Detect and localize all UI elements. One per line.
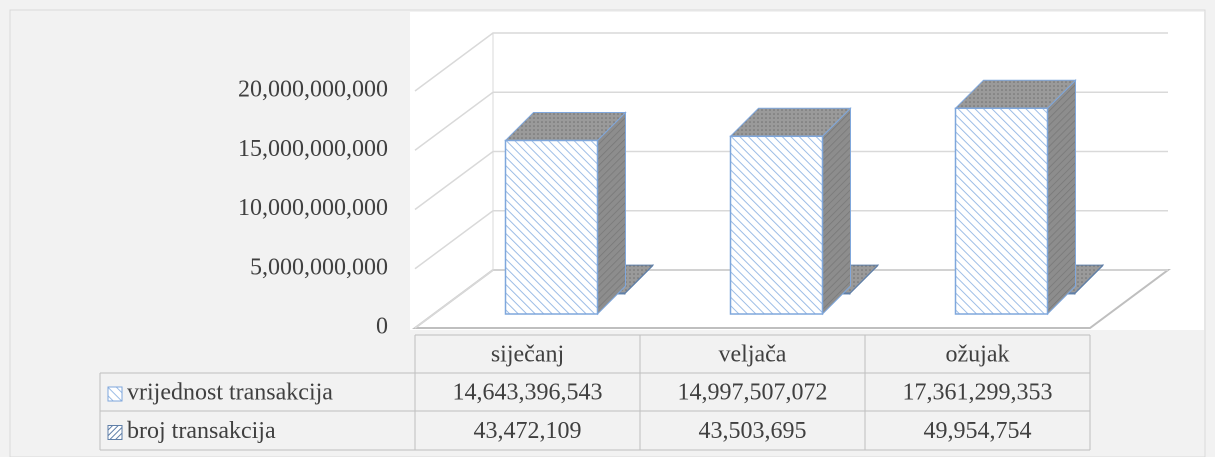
y-tick-label: 10,000,000,000 <box>238 195 388 221</box>
x-tick-label: veljača <box>719 342 787 368</box>
table-value: 43,472,109 <box>474 418 582 444</box>
bar-side <box>1047 79 1076 316</box>
legend-key <box>107 386 123 402</box>
table-value: 14,997,507,072 <box>678 380 828 406</box>
bar-front <box>954 107 1049 315</box>
bar <box>729 107 852 316</box>
x-tick-label: ožujak <box>946 342 1010 368</box>
bar <box>504 111 627 316</box>
legend-label: broj transakcija <box>127 418 276 444</box>
bar-front <box>504 139 599 315</box>
y-tick-label: 0 <box>376 314 388 340</box>
bar-side <box>822 107 851 316</box>
grid-line <box>414 32 1168 92</box>
legend-key <box>107 425 123 440</box>
bar-front <box>729 135 824 315</box>
grid-line <box>414 91 1168 151</box>
table-value: 49,954,754 <box>924 418 1032 444</box>
table-value: 17,361,299,353 <box>903 380 1053 406</box>
x-tick-label: siječanj <box>491 342 564 368</box>
y-tick-label: 5,000,000,000 <box>250 254 388 280</box>
y-tick-label: 20,000,000,000 <box>238 77 388 103</box>
grid-line <box>414 269 1168 329</box>
bar-side <box>597 111 626 316</box>
y-tick-label: 15,000,000,000 <box>238 136 388 162</box>
legend-label: vrijednost transakcija <box>127 380 333 406</box>
grid-line <box>414 210 1168 270</box>
bar <box>954 79 1077 316</box>
grid-line <box>414 150 1168 211</box>
table-value: 14,643,396,543 <box>453 380 603 406</box>
table-value: 43,503,695 <box>699 418 807 444</box>
